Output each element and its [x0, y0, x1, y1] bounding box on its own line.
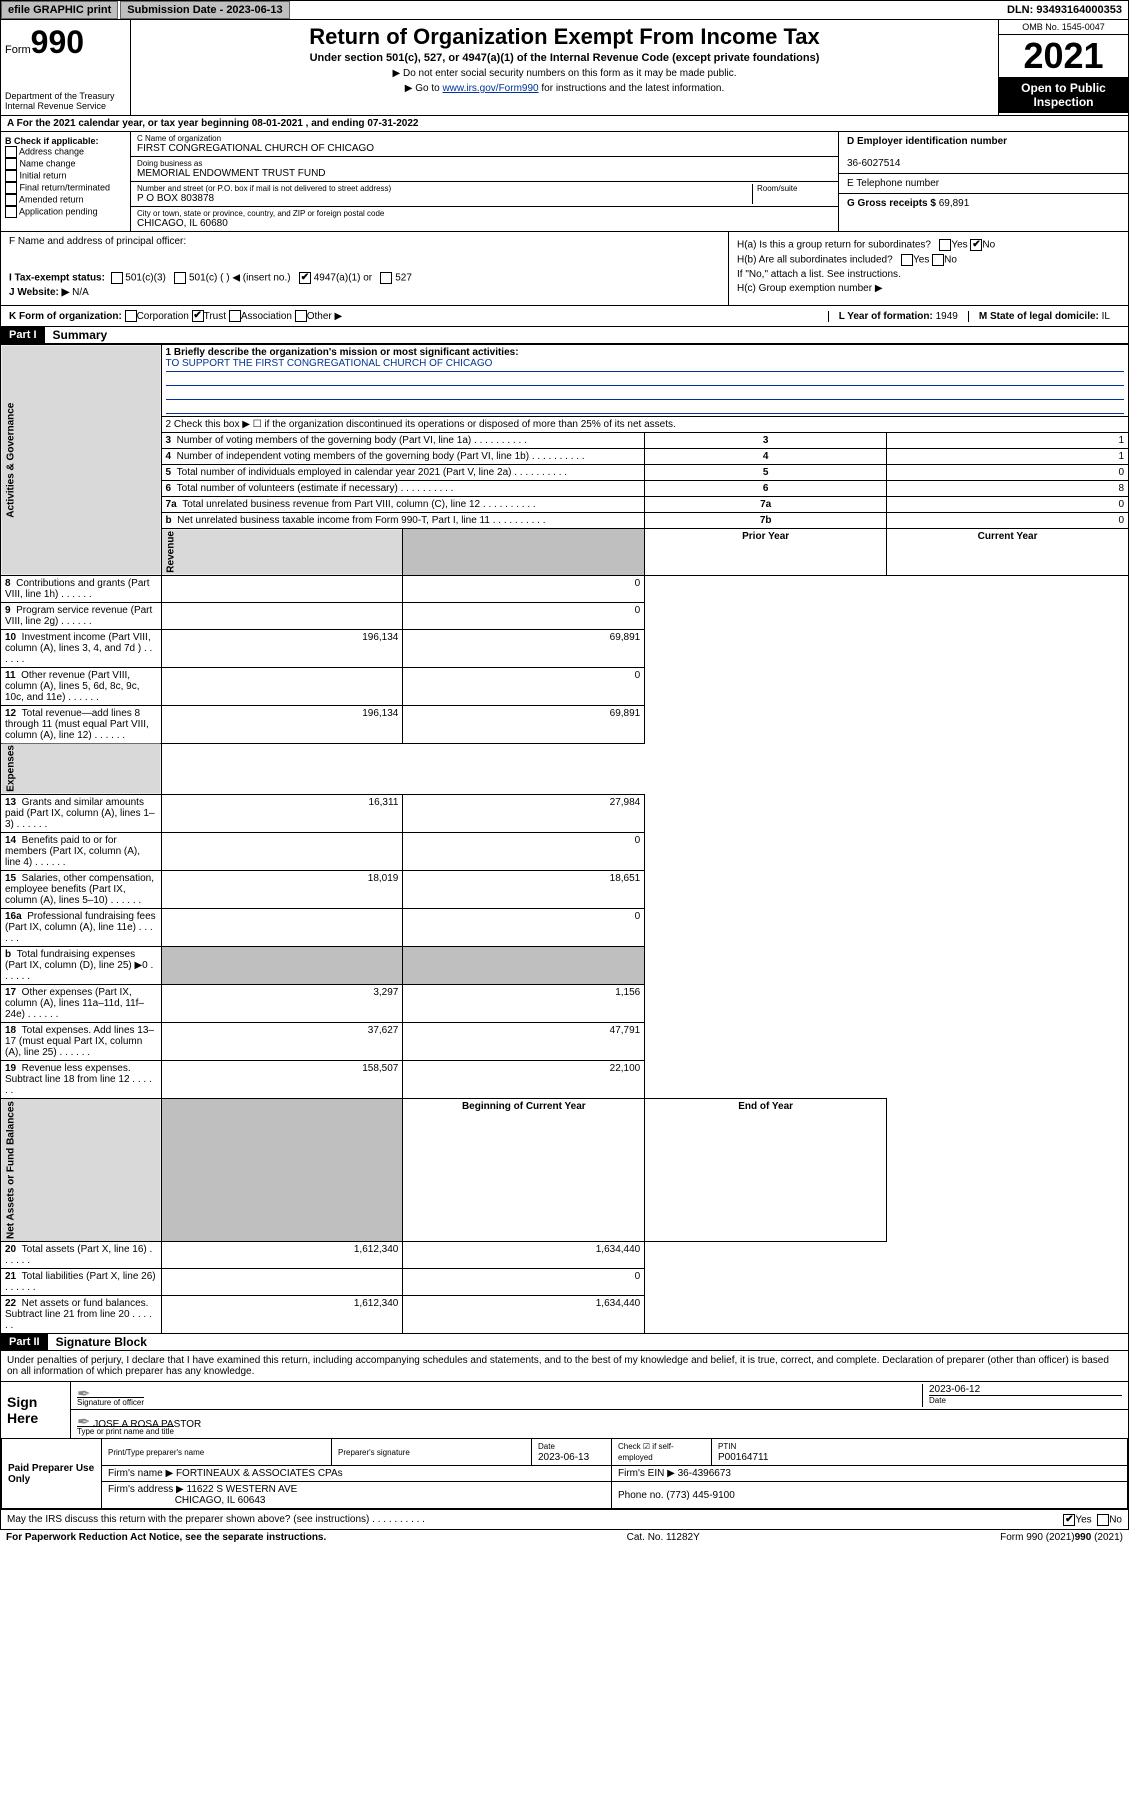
preparer-table: Paid Preparer Use Only Print/Type prepar…: [1, 1438, 1128, 1509]
open-public-badge: Open to Public Inspection: [999, 77, 1128, 113]
submission-date: Submission Date - 2023-06-13: [120, 1, 289, 19]
table-row: 5 Total number of individuals employed i…: [1, 465, 1129, 481]
form-number: Form990: [5, 24, 126, 61]
fgh-block: F Name and address of principal officer:…: [0, 232, 1129, 306]
dba-name: MEMORIAL ENDOWMENT TRUST FUND: [137, 168, 832, 179]
irs-link[interactable]: www.irs.gov/Form990: [442, 83, 538, 94]
exp-side-label: Expenses: [1, 743, 162, 795]
city-state-zip: CHICAGO, IL 60680: [137, 218, 832, 229]
table-row: 21 Total liabilities (Part X, line 26)0: [1, 1269, 1129, 1296]
page-footer: For Paperwork Reduction Act Notice, see …: [0, 1530, 1129, 1545]
table-row: 20 Total assets (Part X, line 16)1,612,3…: [1, 1242, 1129, 1269]
form-title: Return of Organization Exempt From Incom…: [139, 24, 990, 50]
tax-period: A For the 2021 calendar year, or tax yea…: [0, 116, 1129, 132]
table-row: 8 Contributions and grants (Part VIII, l…: [1, 575, 1129, 602]
table-row: 10 Investment income (Part VIII, column …: [1, 629, 1129, 667]
part2-header: Part II: [1, 1334, 48, 1350]
table-row: 7a Total unrelated business revenue from…: [1, 497, 1129, 513]
rev-side-label: Revenue: [161, 529, 403, 576]
table-row: b Total fundraising expenses (Part IX, c…: [1, 947, 1129, 985]
section-f: F Name and address of principal officer:: [9, 236, 720, 247]
omb-number: OMB No. 1545-0047: [999, 20, 1128, 35]
table-row: 14 Benefits paid to or for members (Part…: [1, 833, 1129, 871]
section-g: G Gross receipts $ 69,891: [839, 194, 1128, 213]
net-side-label: Net Assets or Fund Balances: [1, 1099, 162, 1242]
part1-header: Part I: [1, 327, 45, 343]
top-bar: efile GRAPHIC print Submission Date - 20…: [0, 0, 1129, 20]
table-row: 4 Number of independent voting members o…: [1, 449, 1129, 465]
section-b: B Check if applicable: Address change Na…: [1, 132, 131, 231]
part2-title: Signature Block: [48, 1335, 147, 1349]
gross-receipts: 69,891: [939, 198, 970, 209]
table-row: 16a Professional fundraising fees (Part …: [1, 909, 1129, 947]
efile-print-button[interactable]: efile GRAPHIC print: [1, 1, 118, 19]
form-header: Form990 Department of the Treasury Inter…: [0, 20, 1129, 116]
ein: 36-6027514: [847, 158, 900, 169]
table-row: 11 Other revenue (Part VIII, column (A),…: [1, 667, 1129, 705]
dln: DLN: 93493164000353: [1007, 4, 1128, 16]
section-i: I Tax-exempt status: 501(c)(3) 501(c) ( …: [9, 272, 720, 284]
part1-title: Summary: [45, 328, 108, 342]
street-address: P O BOX 803878: [137, 193, 752, 204]
section-c: C Name of organization FIRST CONGREGATIO…: [131, 132, 838, 231]
ssn-warning: ▶ Do not enter social security numbers o…: [139, 68, 990, 79]
table-row: 12 Total revenue—add lines 8 through 11 …: [1, 705, 1129, 743]
table-row: 19 Revenue less expenses. Subtract line …: [1, 1061, 1129, 1099]
table-row: 9 Program service revenue (Part VIII, li…: [1, 602, 1129, 629]
instructions-link-line: ▶ Go to www.irs.gov/Form990 for instruct…: [139, 83, 990, 94]
table-row: 15 Salaries, other compensation, employe…: [1, 871, 1129, 909]
identification-block: B Check if applicable: Address change Na…: [0, 132, 1129, 232]
table-row: 6 Total number of volunteers (estimate i…: [1, 481, 1129, 497]
dept-label: Department of the Treasury Internal Reve…: [5, 91, 126, 111]
section-j: J Website: ▶ N/A: [9, 287, 720, 298]
form-subtitle: Under section 501(c), 527, or 4947(a)(1)…: [139, 52, 990, 64]
mission-text: TO SUPPORT THE FIRST CONGREGATIONAL CHUR…: [166, 358, 1124, 372]
table-row: 17 Other expenses (Part IX, column (A), …: [1, 985, 1129, 1023]
table-row: 18 Total expenses. Add lines 13–17 (must…: [1, 1023, 1129, 1061]
table-row: 3 Number of voting members of the govern…: [1, 433, 1129, 449]
org-name: FIRST CONGREGATIONAL CHURCH OF CHICAGO: [137, 143, 832, 154]
summary-table: Activities & Governance 1 Briefly descri…: [0, 344, 1129, 1334]
section-d: D Employer identification number 36-6027…: [839, 132, 1128, 174]
klm-block: K Form of organization: Corporation ✔ Tr…: [0, 306, 1129, 327]
table-row: 13 Grants and similar amounts paid (Part…: [1, 795, 1129, 833]
gov-side-label: Activities & Governance: [1, 345, 162, 576]
table-row: 22 Net assets or fund balances. Subtract…: [1, 1296, 1129, 1334]
section-e: E Telephone number: [839, 174, 1128, 194]
table-row: b Net unrelated business taxable income …: [1, 513, 1129, 529]
signature-block: Under penalties of perjury, I declare th…: [0, 1351, 1129, 1530]
tax-year: 2021: [999, 35, 1128, 77]
